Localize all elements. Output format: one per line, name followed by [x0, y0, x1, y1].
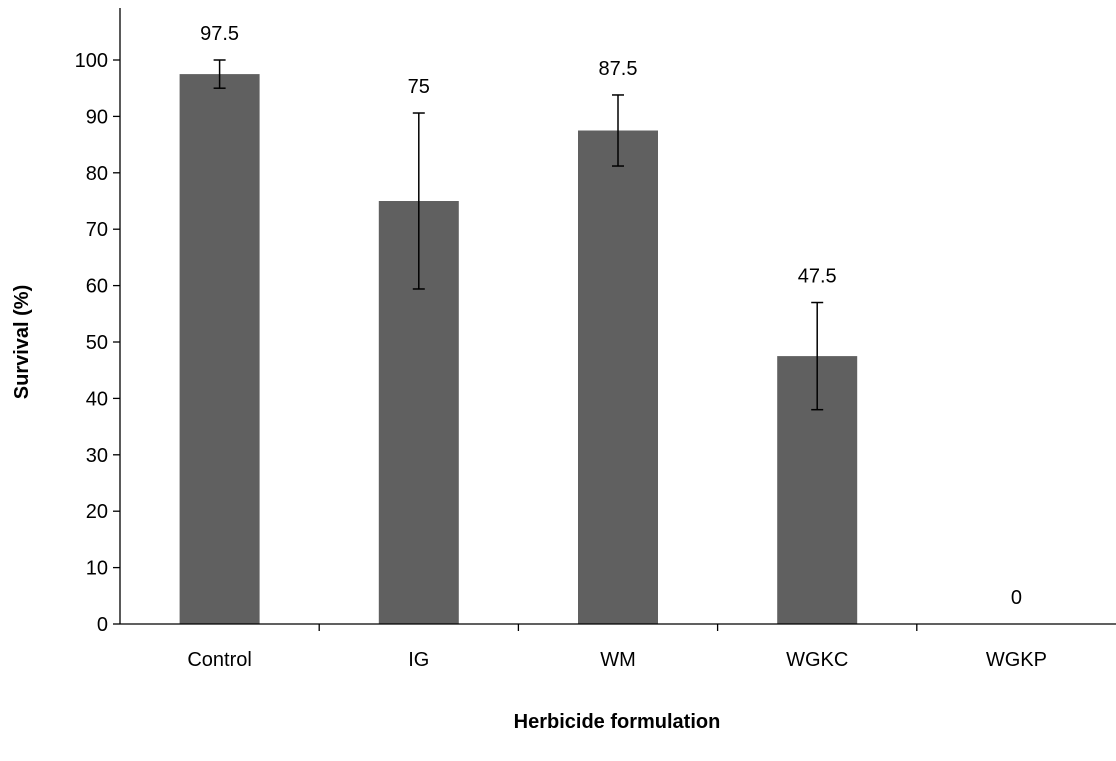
y-tick-label: 30: [86, 445, 108, 467]
error-bars: [213, 59, 824, 411]
x-tick-label: WGKC: [786, 649, 848, 671]
y-axis-ticks: 0 10 20 30 40 50 60 70 80 90 100: [75, 50, 120, 636]
data-label: 47.5: [798, 266, 837, 288]
data-label: 75: [408, 76, 430, 98]
y-tick-label: 10: [86, 558, 108, 580]
bar: [578, 130, 658, 624]
y-tick-label: 60: [86, 276, 108, 298]
x-tick-label: Control: [187, 649, 251, 671]
y-tick-label: 90: [86, 106, 108, 128]
bar: [179, 74, 260, 625]
y-tick-label: 70: [86, 219, 108, 241]
y-tick-label: 40: [86, 388, 108, 410]
x-axis-title: Herbicide formulation: [514, 711, 721, 733]
bars: 97.5 75 87.5 47.5 0: [179, 23, 1022, 625]
y-axis-title: Survival (%): [11, 285, 33, 399]
x-tick-label: WGKP: [986, 649, 1047, 671]
y-tick-label: 100: [75, 50, 108, 72]
y-tick-label: 80: [86, 163, 108, 185]
y-tick-label: 0: [97, 614, 108, 636]
data-label: 0: [1011, 587, 1022, 609]
y-tick-label: 50: [86, 332, 108, 354]
data-label: 97.5: [200, 23, 239, 45]
x-tick-label: WM: [600, 649, 636, 671]
data-label: 87.5: [599, 58, 638, 80]
x-axis-ticks: Control IG WM WGKC WGKP: [187, 624, 1047, 671]
y-tick-label: 20: [86, 501, 108, 523]
x-tick-label: IG: [408, 649, 429, 671]
